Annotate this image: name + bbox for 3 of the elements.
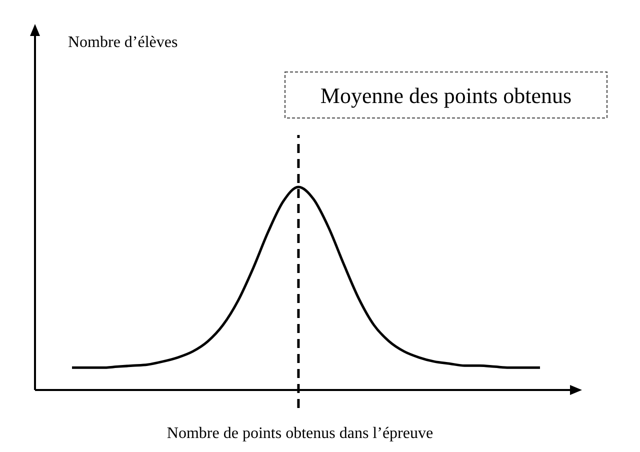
text: Nombre d’élèves xyxy=(68,34,178,51)
x-axis-title: Nombre de points obtenus dans l’épreuve xyxy=(166,425,434,442)
text: Moyenne des points obtenus xyxy=(320,83,572,108)
